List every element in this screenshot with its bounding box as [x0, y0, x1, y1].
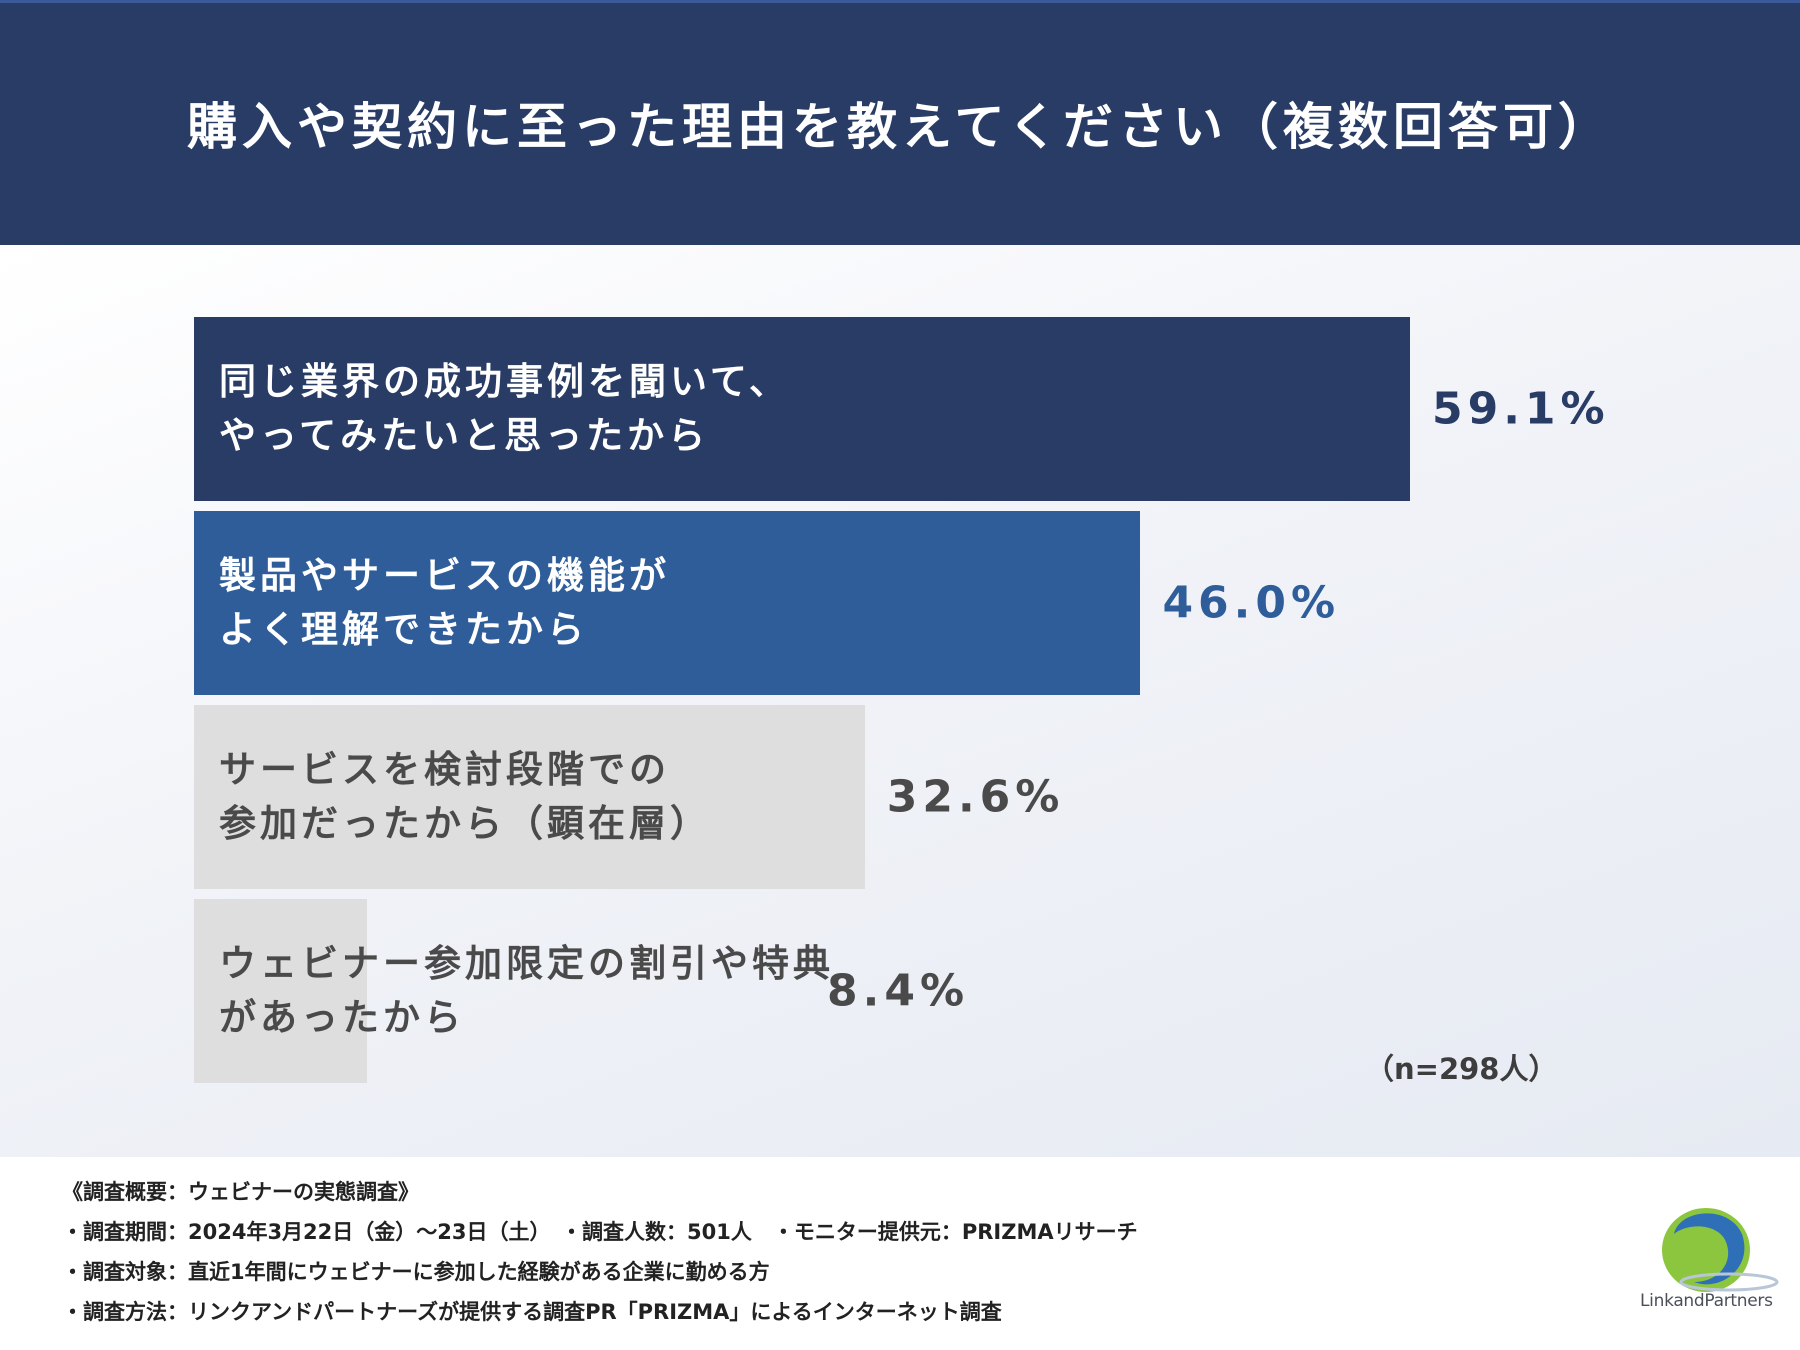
bar-1 [194, 317, 1410, 501]
logo-orbit-shape [1679, 1272, 1779, 1292]
bar-label-line: サービスを検討段階での [219, 748, 670, 791]
bar-label-line: よく理解できたから [219, 608, 588, 651]
survey-summary: 《調査概要：ウェビナーの実態調査》 ・調査期間：2024年3月22日（金）〜23… [0, 1157, 1800, 1350]
bar-label-3: サービスを検討段階での 参加だったから（顕在層） [219, 743, 711, 851]
bar-value-label-1: 59.1% [1431, 383, 1610, 435]
bar-label-line: 参加だったから（顕在層） [219, 802, 711, 845]
bar-label-line: ウェビナー参加限定の割引や特典 [219, 942, 834, 985]
company-logo-text: LinkandPartners [1640, 1291, 1773, 1311]
survey-target: ・調査対象：直近1年間にウェビナーに参加した経験がある企業に勤める方 [62, 1260, 770, 1284]
survey-period: ・調査期間：2024年3月22日（金）〜23日（土） ・調査人数：501人 ・モ… [62, 1220, 1138, 1244]
bar-label-line: 製品やサービスの機能が [219, 554, 670, 597]
bar-label-line: やってみたいと思ったから [219, 414, 710, 457]
bar-label-line: 同じ業界の成功事例を聞いて、 [219, 360, 791, 403]
bar-value-label-3: 32.6% [886, 771, 1065, 823]
survey-heading: 《調査概要：ウェビナーの実態調査》 [62, 1180, 419, 1204]
page-title: 購入や契約に至った理由を教えてください（複数回答可） [187, 97, 1613, 156]
bar-3 [194, 705, 865, 889]
header-banner [0, 0, 1800, 245]
bar-2 [194, 511, 1141, 695]
survey-method: ・調査方法：リンクアンドパートナーズが提供する調査PR「PRIZMA」によるイン… [62, 1300, 1002, 1324]
sample-size-note: （n=298人） [1365, 1052, 1558, 1086]
bar-value-label-2: 46.0% [1162, 577, 1341, 629]
logo-swoosh-shape [1674, 1213, 1745, 1285]
bar-4 [194, 899, 367, 1083]
bar-label-2: 製品やサービスの機能が よく理解できたから [219, 549, 670, 657]
company-logo [1662, 1208, 1779, 1292]
bar-label-4: ウェビナー参加限定の割引や特典 があったから [219, 937, 834, 1045]
bar-value-label-4: 8.4% [827, 965, 970, 1017]
bar-label-1: 同じ業界の成功事例を聞いて、 やってみたいと思ったから [219, 355, 790, 463]
bar-label-line: があったから [219, 996, 465, 1039]
